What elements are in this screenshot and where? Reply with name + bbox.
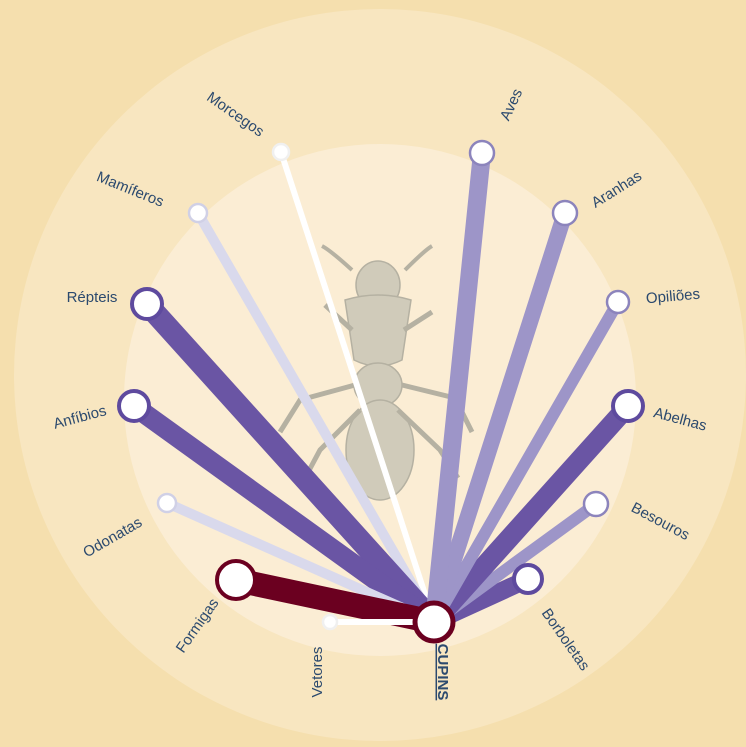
link xyxy=(124,396,444,632)
node xyxy=(271,142,291,162)
node xyxy=(468,139,496,167)
node xyxy=(130,287,164,321)
link xyxy=(136,293,445,633)
center-label: CUPINS xyxy=(434,644,451,701)
link xyxy=(224,568,446,634)
link xyxy=(425,144,491,631)
node-label: Répteis xyxy=(67,289,118,306)
link xyxy=(193,208,439,627)
node xyxy=(605,289,631,315)
node-label: Vetores xyxy=(309,647,326,698)
node xyxy=(187,202,209,224)
node xyxy=(551,199,579,227)
link xyxy=(424,396,638,632)
node xyxy=(117,389,151,423)
node xyxy=(611,389,645,423)
node xyxy=(215,559,257,601)
node xyxy=(156,492,178,514)
node xyxy=(512,563,544,595)
node xyxy=(582,490,610,518)
link xyxy=(428,296,624,628)
link xyxy=(426,205,573,630)
node-label: Opiliões xyxy=(645,286,700,308)
center-node xyxy=(412,600,456,644)
link xyxy=(278,149,437,625)
node xyxy=(321,613,339,631)
